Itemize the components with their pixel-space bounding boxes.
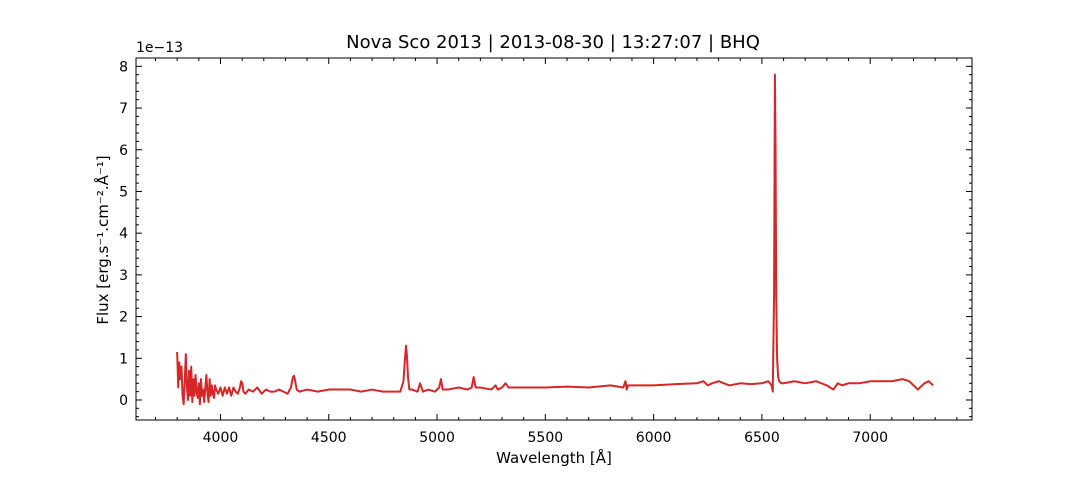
y-offset-label: 1e−13 (136, 40, 183, 56)
y-tick-label: 7 (119, 101, 128, 117)
y-tick-label: 1 (119, 351, 128, 367)
chart-title: Nova Sco 2013 | 2013-08-30 | 13:27:07 | … (346, 32, 760, 53)
y-axis-label: Flux [erg.s⁻¹.cm⁻².Å⁻¹] (93, 155, 112, 324)
x-tick-label: 4500 (311, 430, 347, 446)
x-tick-label: 5500 (528, 430, 564, 446)
x-tick-label: 4000 (203, 430, 239, 446)
y-tick-label: 6 (119, 143, 128, 159)
y-tick-label: 3 (119, 268, 128, 284)
spectrum-line (176, 73, 934, 406)
x-tick-label: 5000 (419, 430, 455, 446)
series-layer (176, 73, 934, 406)
x-tick-label: 6500 (744, 430, 780, 446)
x-axis-ticks: 4000 4500 5000 5500 6000 6500 7000 (154, 58, 958, 446)
x-tick-label: 6000 (636, 430, 672, 446)
y-tick-label: 0 (119, 393, 128, 409)
x-axis-label: Wavelength [Å] (496, 448, 612, 467)
y-tick-label: 5 (119, 184, 128, 200)
x-tick-label: 7000 (852, 430, 888, 446)
y-tick-label: 8 (119, 59, 128, 75)
plot-frame (135, 57, 973, 421)
y-tick-label: 4 (119, 226, 128, 242)
y-tick-label: 2 (119, 310, 128, 326)
